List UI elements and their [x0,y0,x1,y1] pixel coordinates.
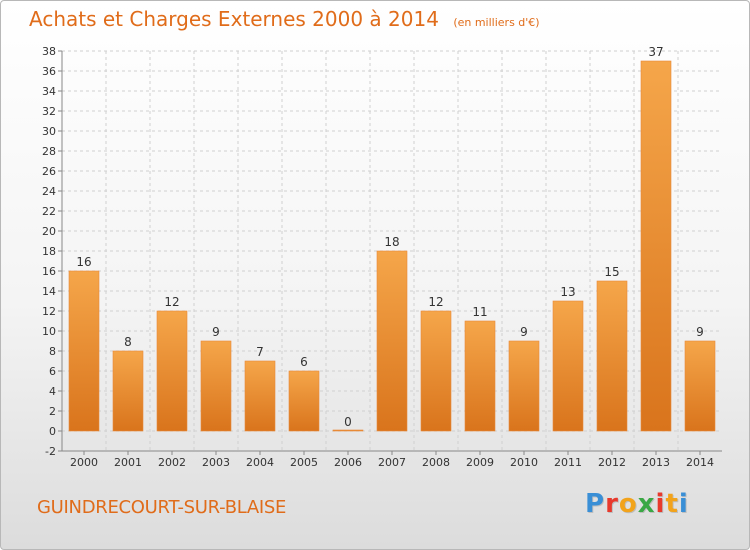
bar-value-label: 12 [428,295,443,309]
logo-letter: i [655,489,666,519]
y-tick-label: 20 [42,225,56,238]
bars [68,60,716,432]
bar [640,60,672,432]
bar [684,340,716,432]
bar [464,320,496,432]
bar-value-label: 9 [212,325,220,339]
x-tick-label: 2013 [642,456,670,469]
y-tick-label: 28 [42,145,56,158]
x-tick-label: 2001 [114,456,142,469]
y-tick-label: 36 [42,65,56,78]
y-tick-label: -2 [45,445,56,458]
x-tick-label: 2012 [598,456,626,469]
bar [244,360,276,432]
bar [552,300,584,432]
bar-value-label: 13 [560,285,575,299]
y-tick-label: 32 [42,105,56,118]
chart-title: Achats et Charges Externes 2000 à 2014 (… [29,7,540,31]
y-tick-label: 6 [49,365,56,378]
y-tick-label: 16 [42,265,56,278]
logo-letter: r [605,489,619,519]
y-tick-label: 2 [49,405,56,418]
x-tick-label: 2008 [422,456,450,469]
bar [376,250,408,432]
x-tick-label: 2011 [554,456,582,469]
logo-letter: o [618,489,638,519]
bar-value-label: 18 [384,235,399,249]
chart-unit-label: (en milliers d'€) [453,16,540,29]
bar [508,340,540,432]
logo-letter: x [637,489,656,519]
bar-value-label: 8 [124,335,132,349]
bar-value-label: 12 [164,295,179,309]
x-tick-label: 2014 [686,456,714,469]
x-tick-label: 2004 [246,456,274,469]
y-tick-label: 38 [42,45,56,58]
bar [288,370,320,432]
bar [156,310,188,432]
bar-value-label: 37 [648,45,663,59]
bar-value-label: 16 [76,255,91,269]
x-tick-label: 2003 [202,456,230,469]
x-tick-label: 2000 [70,456,98,469]
bar [112,350,144,432]
y-tick-label: 14 [42,285,56,298]
labels: -202468101214161820222426283032343638162… [42,45,714,469]
bar [332,429,364,432]
y-tick-label: 24 [42,185,56,198]
commune-name: GUINDRECOURT-SUR-BLAISE [37,497,287,518]
bar-value-label: 6 [300,355,308,369]
bar-value-label: 0 [344,415,352,429]
y-tick-label: 0 [49,425,56,438]
y-tick-label: 10 [42,325,56,338]
logo-letter: i [678,489,689,519]
y-tick-label: 22 [42,205,56,218]
x-tick-label: 2010 [510,456,538,469]
bar [200,340,232,432]
x-tick-label: 2002 [158,456,186,469]
proxiti-logo[interactable]: Proxiti [585,489,689,519]
chart-title-text: Achats et Charges Externes 2000 à 2014 [29,7,439,31]
y-tick-label: 12 [42,305,56,318]
bar-value-label: 9 [696,325,704,339]
x-tick-label: 2007 [378,456,406,469]
y-tick-label: 26 [42,165,56,178]
bar [68,270,100,432]
y-tick-label: 30 [42,125,56,138]
x-tick-label: 2005 [290,456,318,469]
bar-value-label: 9 [520,325,528,339]
x-tick-label: 2006 [334,456,362,469]
axes [58,50,722,455]
bar-value-label: 11 [472,305,487,319]
bar-value-label: 15 [604,265,619,279]
bar [596,280,628,432]
logo-letter: t [665,489,679,519]
y-tick-label: 34 [42,85,56,98]
x-tick-label: 2009 [466,456,494,469]
y-tick-label: 4 [49,385,56,398]
logo-letter: P [585,489,606,519]
y-tick-label: 18 [42,245,56,258]
bar [420,310,452,432]
bar-value-label: 7 [256,345,264,359]
y-tick-label: 8 [49,345,56,358]
